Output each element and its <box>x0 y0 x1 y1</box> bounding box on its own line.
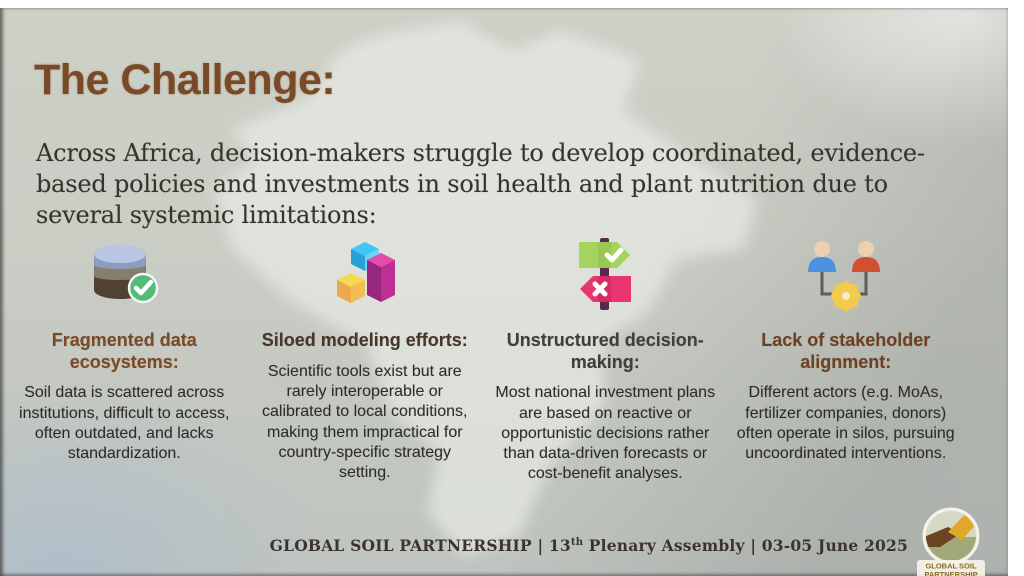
column-fragmented-data: Fragmented data ecosystems: Soil data is… <box>8 234 241 485</box>
stakeholder-people-gear-icon <box>736 234 957 316</box>
logo-text-line2: PARTNERSHIP <box>924 570 977 576</box>
siloed-cubes-icon <box>255 234 476 316</box>
challenge-columns: Fragmented data ecosystems: Soil data is… <box>8 234 962 485</box>
gsp-logo: GLOBAL SOIL PARTNERSHIP <box>910 507 992 576</box>
column-siloed-modeling: Siloed modeling efforts: Scientific tool… <box>249 234 482 485</box>
column-body: Scientific tools exist but are rarely in… <box>262 362 468 482</box>
footer-credit: GLOBAL SOIL PARTNERSHIP | 13th Plenary A… <box>0 536 908 555</box>
column-body: Soil data is scattered across institutio… <box>19 384 230 463</box>
page-title: The Challenge: <box>34 56 336 104</box>
africa-map-watermark <box>213 20 757 557</box>
logo-text-line1: GLOBAL SOIL <box>925 562 977 571</box>
decision-signpost-icon <box>495 234 716 316</box>
column-heading: Lack of stakeholder alignment: <box>761 330 931 372</box>
column-heading: Unstructured decision-making: <box>506 330 704 372</box>
column-body: Different actors (e.g. MoAs, fertilizer … <box>736 384 955 463</box>
column-unstructured-decisions: Unstructured decision-making: Most natio… <box>489 234 722 485</box>
column-heading: Fragmented data ecosystems: <box>51 330 197 372</box>
slide-background: The Challenge: Across Africa, decision-m… <box>0 8 1008 576</box>
footer-text-end: Plenary Assembly | 03-05 June 2025 <box>583 536 908 555</box>
column-heading: Siloed modeling efforts: <box>261 330 468 350</box>
column-stakeholder-alignment: Lack of stakeholder alignment: Different… <box>730 234 963 485</box>
intro-paragraph: Across Africa, decision-makers struggle … <box>36 139 925 230</box>
soil-database-check-icon <box>14 234 235 316</box>
footer-text-start: GLOBAL SOIL PARTNERSHIP | 13 <box>269 536 571 555</box>
column-body: Most national investment plans are based… <box>495 384 716 483</box>
footer-ordinal: th <box>570 536 584 548</box>
